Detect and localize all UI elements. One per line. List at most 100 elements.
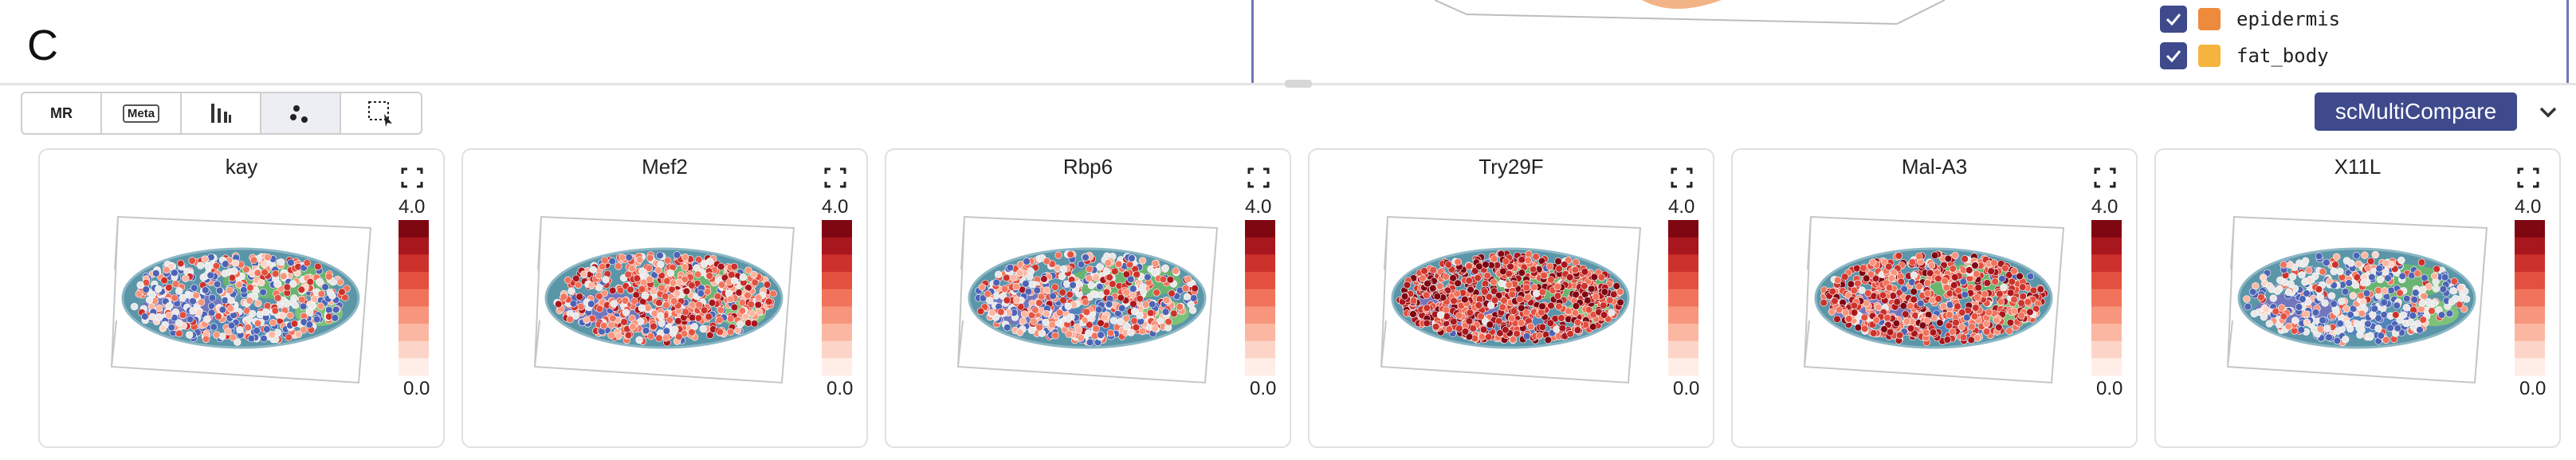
cell-dot	[249, 256, 258, 264]
cell-dot	[1043, 310, 1050, 318]
mr-button[interactable]: MR	[22, 93, 102, 133]
cell-dot	[317, 289, 326, 298]
cell-dot	[1085, 274, 1094, 282]
cell-dot	[1423, 291, 1431, 300]
cell-dot	[214, 313, 222, 320]
expand-icon[interactable]	[1671, 167, 1693, 188]
cell-dot	[2299, 295, 2307, 303]
cell-dot	[260, 260, 269, 269]
cell-dot	[1870, 329, 1878, 337]
gene-plot-card[interactable]: Mef2 4.0 0.0	[461, 148, 868, 448]
cell-dot	[2303, 318, 2311, 327]
cell-dot	[2298, 271, 2306, 279]
cell-dot	[177, 259, 185, 268]
cell-dot	[1941, 277, 1949, 285]
cell-dot	[1974, 284, 1982, 292]
cell-dot	[287, 258, 295, 267]
expand-icon[interactable]	[2517, 167, 2539, 188]
chevron-down-icon[interactable]	[2535, 99, 2562, 126]
legend-checkbox[interactable]	[2160, 6, 2187, 33]
cell-dot	[1033, 286, 1042, 294]
cell-dot	[1128, 254, 1136, 262]
cell-dot	[727, 295, 735, 304]
cell-dot	[1952, 319, 1960, 327]
cell-dot	[1522, 309, 1530, 316]
colorbar-segment	[2091, 272, 2122, 290]
expand-icon[interactable]	[824, 167, 846, 188]
gene-plot-card[interactable]: Mal-A3 4.0 0.0	[1731, 148, 2138, 448]
colorbar-segment	[399, 324, 429, 342]
legend-item-epidermis[interactable]: epidermis	[2160, 3, 2340, 35]
legend-item-fat-body[interactable]: fat_body	[2160, 40, 2329, 72]
cell-dot	[179, 293, 187, 302]
expand-icon[interactable]	[1247, 167, 1270, 188]
cell-dot	[1590, 273, 1599, 281]
cell-dot	[1573, 318, 1582, 327]
cell-dot	[2327, 292, 2336, 300]
cell-dot	[1616, 288, 1624, 296]
cell-dot	[1959, 333, 1968, 341]
cell-dot	[730, 277, 739, 285]
cell-dot	[2334, 327, 2342, 335]
cell-dot	[1923, 289, 1932, 297]
cell-dot	[2450, 277, 2459, 285]
cell-dot	[1555, 265, 1563, 273]
resize-handle[interactable]	[1285, 80, 1312, 88]
cell-dot	[148, 290, 157, 299]
cell-dot	[1064, 315, 1073, 323]
gene-plot-card[interactable]: Try29F 4.0 0.0	[1308, 148, 1714, 448]
cell-dot	[2439, 285, 2448, 293]
cell-dot	[734, 326, 742, 335]
colorbar-segment	[822, 220, 852, 238]
cell-dot	[1170, 309, 1178, 318]
box-select-button[interactable]	[341, 93, 421, 133]
colorbar-segment	[399, 340, 429, 359]
cell-dot	[2349, 292, 2358, 300]
cell-dot	[1479, 325, 1488, 334]
check-icon	[2166, 14, 2181, 26]
cell-dot	[595, 305, 604, 313]
cell-dot	[207, 309, 216, 317]
meta-button[interactable]: Meta	[102, 93, 182, 133]
gene-embedding-plot	[1803, 167, 2122, 384]
cell-dot	[257, 279, 265, 287]
cell-dot	[2402, 304, 2411, 312]
scatter-button[interactable]	[261, 93, 341, 133]
colorbar-min-label: 0.0	[2519, 378, 2547, 399]
bar-chart-button[interactable]	[182, 93, 261, 133]
cell-dot	[560, 293, 568, 301]
cell-dot	[1871, 274, 1880, 283]
cell-dot	[662, 301, 670, 309]
cell-dot	[306, 309, 314, 316]
cell-dot	[2397, 256, 2405, 265]
gene-plot-card[interactable]: kay 4.0 0.0	[38, 148, 445, 448]
gene-plot-card[interactable]: Rbp6 4.0 0.0	[885, 148, 1291, 448]
cell-dot	[705, 272, 713, 280]
cell-dot	[148, 313, 157, 321]
cell-dot	[1965, 266, 1973, 274]
cell-dot	[1443, 313, 1451, 320]
cell-dot	[1968, 323, 1976, 331]
cell-dot	[2396, 289, 2404, 297]
cell-dot	[1012, 282, 1021, 291]
cell-dot	[654, 266, 662, 274]
cell-dot	[316, 277, 324, 286]
cell-dot	[1027, 326, 1036, 335]
cell-dot	[682, 287, 691, 296]
cell-dot	[182, 274, 190, 282]
cell-dot	[1001, 285, 1009, 293]
scmulticompare-button[interactable]: scMultiCompare	[2315, 92, 2517, 131]
cell-dot	[190, 284, 198, 292]
cell-dot	[1161, 264, 1169, 273]
cell-dot	[1138, 257, 1147, 265]
legend-checkbox[interactable]	[2160, 42, 2187, 69]
cell-dot	[1939, 302, 1948, 310]
expand-icon[interactable]	[2094, 167, 2116, 188]
cell-dot	[231, 259, 240, 267]
cell-dot	[1892, 319, 1901, 328]
cell-dot	[1973, 269, 1981, 278]
colorbar-segment	[1245, 324, 1275, 342]
expand-icon[interactable]	[401, 167, 423, 188]
gene-plot-card[interactable]: X11L 4.0 0.0	[2154, 148, 2561, 448]
cell-dot	[1429, 266, 1437, 274]
